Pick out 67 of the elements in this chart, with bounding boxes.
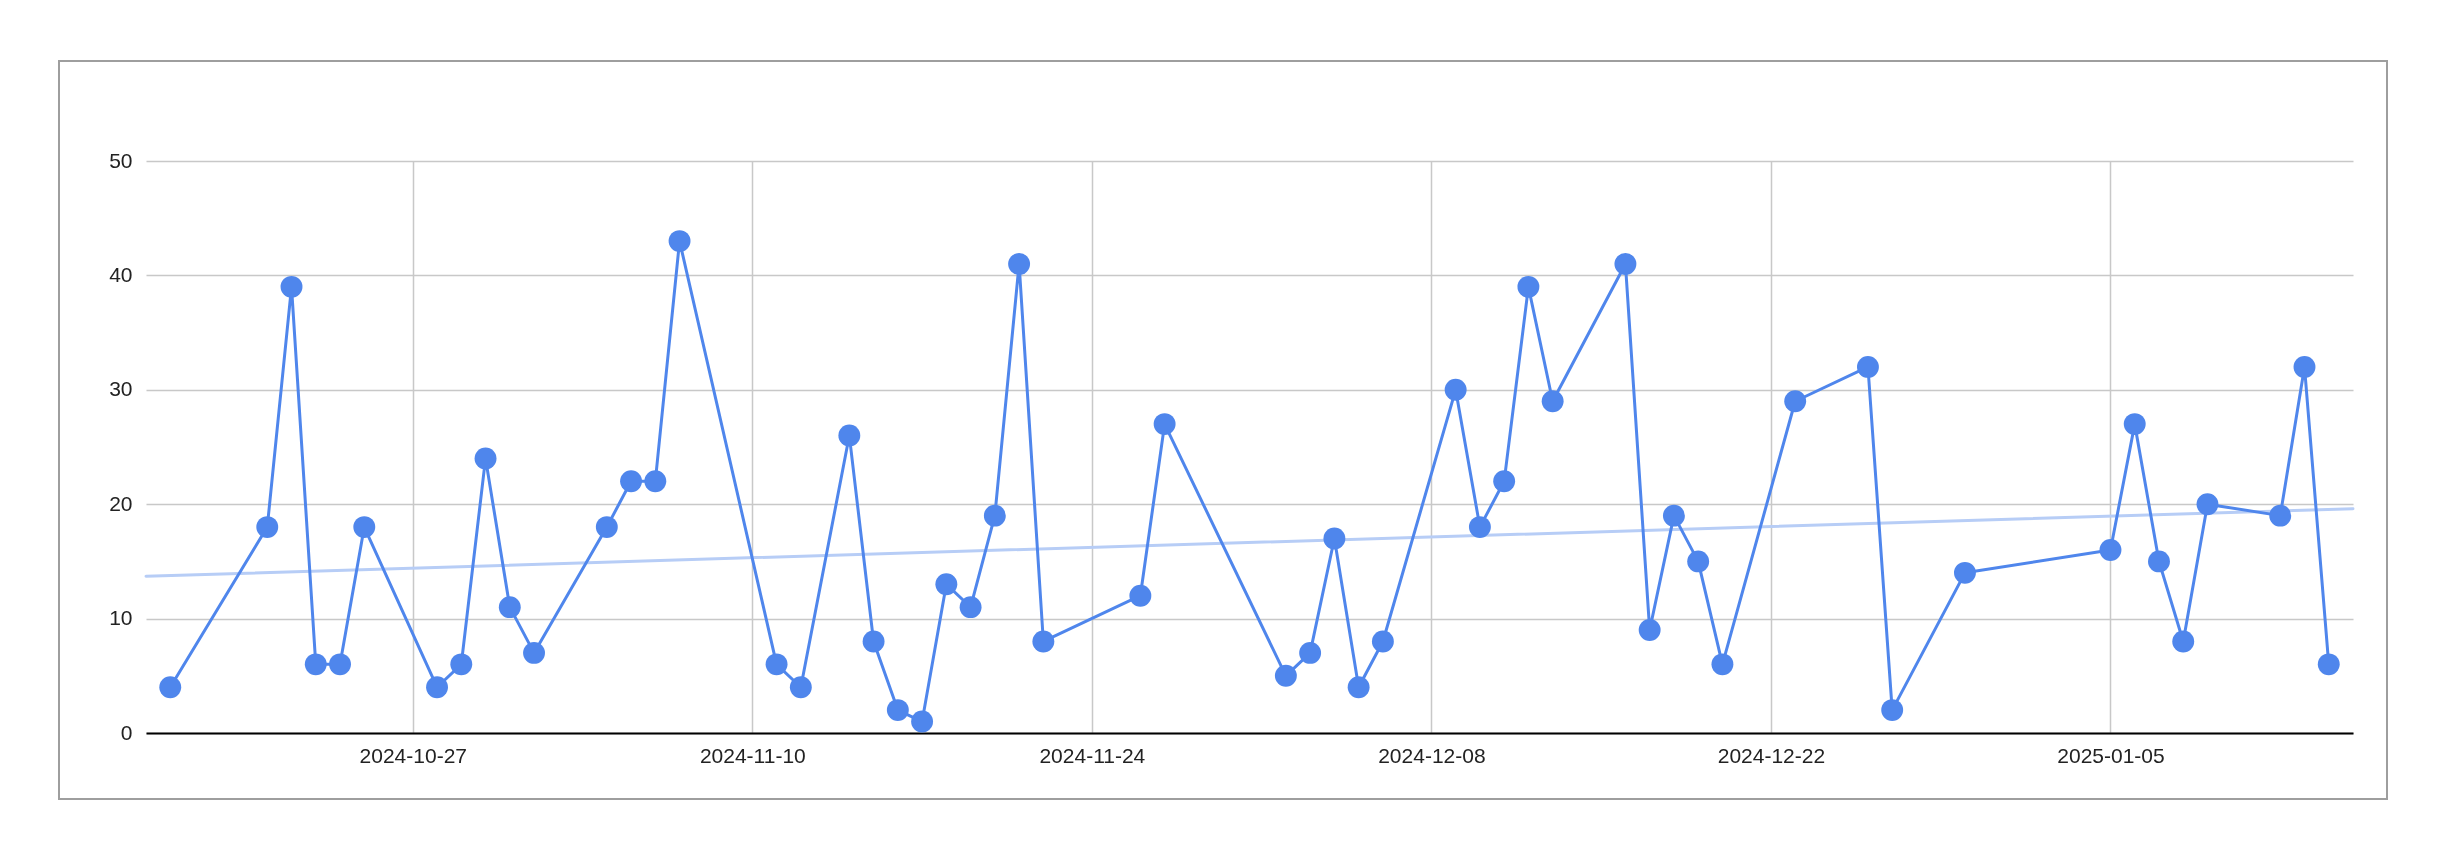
point [1299,641,1322,664]
point [668,230,691,253]
point [450,653,473,676]
point [1856,355,1879,378]
x-tick-label: 2024-12-08 [1378,743,1486,767]
point [304,653,327,676]
point [1274,664,1297,687]
point [935,573,958,596]
point [789,676,812,699]
point [474,447,497,470]
point [426,676,448,699]
point [159,676,182,699]
x-tick-label: 2024-11-10 [699,743,806,767]
point [838,424,861,447]
point [2148,550,2170,573]
point [523,641,545,664]
point [1687,550,1710,573]
y-tick-label: 30 [109,377,133,401]
y-tick-label: 40 [109,262,133,286]
y-tick-label: 0 [120,720,133,744]
point [498,596,521,619]
y-tick-label: 20 [109,491,133,515]
point [2099,539,2122,561]
point [2317,653,2340,676]
point [1614,253,1637,275]
point [2293,355,2316,378]
point [2172,630,2195,653]
point [353,516,376,539]
point [1444,378,1467,401]
point [2123,413,2146,436]
point [1493,470,1516,493]
point [2196,493,2219,516]
point [2269,504,2292,527]
point [329,653,351,676]
point [765,653,788,676]
point [595,516,618,539]
point [1881,699,1904,722]
point [1153,413,1176,436]
point [280,275,303,298]
point [620,470,643,493]
point [1541,390,1564,413]
point [1323,527,1346,550]
x-tick-label: 2025-01-05 [2057,743,2165,767]
point [886,699,909,722]
point [256,516,279,539]
point [1008,253,1031,275]
point [1468,516,1491,539]
x-tick-label: 2024-12-22 [1717,743,1826,767]
x-tick-label: 2024-11-24 [1039,743,1146,767]
point [1711,653,1734,676]
point [1032,630,1055,653]
point [911,710,934,733]
point [1347,676,1370,699]
point [983,504,1006,527]
point [1371,630,1394,653]
point [1954,561,1976,584]
point [959,596,982,619]
point [1784,390,1807,413]
point [644,470,667,493]
point [1517,275,1540,298]
point [1129,584,1152,607]
y-tick-label: 50 [109,148,133,172]
x-tick-label: 2024-10-27 [359,743,467,767]
y-tick-label: 10 [109,606,133,630]
point [1638,619,1661,641]
point [862,630,885,653]
point [1662,504,1685,527]
